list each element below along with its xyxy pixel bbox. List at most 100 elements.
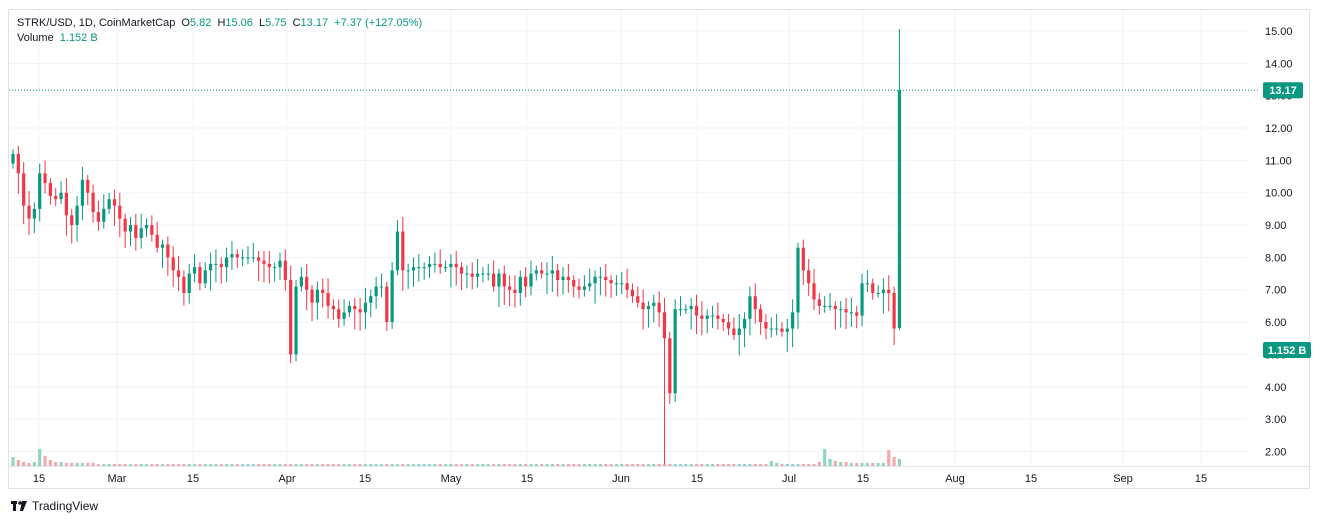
tradingview-footer[interactable]: TradingView: [11, 499, 98, 513]
candle-body: [225, 257, 229, 268]
candle-body: [801, 247, 805, 271]
candle-body: [112, 199, 117, 206]
volume-bar: [75, 462, 79, 466]
volume-bar: [588, 463, 592, 466]
time-tick-label: Sep: [1113, 473, 1133, 485]
change-value: +7.37 (+127.05%): [334, 17, 423, 29]
candle-body: [839, 309, 843, 311]
volume-bar: [620, 463, 624, 466]
volume-bar: [203, 463, 207, 466]
candle-body: [518, 276, 522, 293]
candle-body: [38, 173, 42, 209]
volume-bar: [166, 463, 170, 466]
candle-body: [657, 302, 661, 313]
price-chart-svg[interactable]: 2.003.004.005.006.007.008.009.0010.0011.…: [9, 10, 1311, 490]
candle-body: [171, 257, 175, 271]
candle-body: [273, 267, 277, 269]
time-axis[interactable]: 15 Mar 15 Apr 15 May 15 Jun 15 Jul 15 Aug 15 Sep 15: [9, 466, 1311, 486]
low-value: 5.75: [265, 17, 287, 29]
candle-body: [764, 322, 768, 329]
volume-bar: [246, 463, 250, 466]
candle-body: [748, 296, 752, 319]
candle-body: [203, 270, 207, 284]
candle-body: [390, 270, 394, 323]
candle-body: [475, 273, 480, 277]
candle-body: [401, 231, 405, 271]
volume-bar: [646, 463, 651, 466]
candle-body: [614, 283, 619, 285]
volume-bar: [865, 462, 869, 466]
volume-bar: [283, 463, 287, 466]
volume-bar: [785, 463, 789, 466]
candles: [11, 29, 902, 465]
volume-bar: [721, 463, 725, 466]
candle-body: [321, 289, 325, 293]
price-tick-label: 4.00: [1265, 382, 1286, 394]
volume-bar: [561, 463, 565, 466]
volume-bar: [823, 448, 827, 466]
candle-body: [91, 192, 95, 213]
volume-bar: [636, 463, 640, 466]
candle-body: [513, 289, 517, 293]
volume-bar: [64, 462, 68, 466]
volume-bar: [577, 463, 581, 466]
volume-bar: [134, 463, 138, 466]
volume-bar: [887, 449, 891, 466]
volume-bar: [321, 463, 325, 466]
candle-body: [438, 263, 442, 268]
volume-bar: [278, 463, 282, 466]
volume-legend: Volume 1.152 B: [17, 32, 101, 44]
candle-body: [716, 315, 720, 319]
volume-label[interactable]: Volume: [17, 32, 54, 44]
candle-body: [620, 283, 624, 285]
volume-bar: [262, 463, 266, 466]
price-tick-label: 3.00: [1265, 414, 1286, 426]
volume-bar: [449, 463, 453, 466]
volume-value: 1.152 B: [59, 32, 98, 44]
price-axis[interactable]: 2.003.004.005.006.007.008.009.0010.0011.…: [1263, 26, 1311, 458]
volume-bar: [764, 463, 768, 466]
high-value: 15.06: [225, 17, 253, 29]
volume-bar: [187, 463, 191, 466]
candle-body: [582, 286, 586, 290]
candle-body: [769, 328, 773, 330]
time-tick-label: 15: [33, 473, 45, 485]
candle-body: [331, 305, 335, 310]
candle-body: [144, 225, 149, 229]
last-price-badge: [1263, 82, 1303, 99]
volume-bar: [16, 459, 20, 466]
symbol-label[interactable]: STRK/USD, 1D, CoinMarketCap: [17, 17, 176, 29]
volume-bar: [726, 463, 731, 466]
price-tick-label: 8.00: [1265, 252, 1286, 264]
candle-body: [636, 296, 640, 303]
candle-body: [556, 270, 560, 281]
volume-bar: [86, 462, 90, 466]
volume-bar: [310, 463, 314, 466]
candle-body: [700, 315, 704, 319]
volume-bar: [475, 463, 480, 466]
price-tick-label: 15.00: [1265, 26, 1293, 38]
candle-body: [807, 270, 811, 284]
candle-body: [358, 309, 362, 313]
time-tick-label: May: [441, 473, 462, 485]
volume-bar: [817, 461, 821, 466]
volume-bar: [91, 462, 95, 466]
volume-bar: [502, 463, 506, 466]
volume-bar: [102, 463, 106, 466]
chart-panel[interactable]: 2.003.004.005.006.007.008.009.0010.0011.…: [8, 9, 1311, 490]
candle-body: [598, 276, 602, 278]
candle-body: [625, 283, 629, 290]
candle-body: [299, 276, 303, 287]
volume-bar: [208, 463, 213, 466]
volume-bar: [897, 458, 902, 466]
candle-body: [262, 260, 266, 264]
open-value: 5.82: [189, 17, 212, 29]
candle-body: [780, 328, 784, 332]
candle-body: [689, 305, 693, 310]
candle-body: [385, 286, 389, 323]
price-tick-label: 7.00: [1265, 285, 1286, 297]
candle-body: [283, 260, 287, 281]
candle-body: [64, 192, 68, 216]
candle-body: [395, 231, 400, 271]
volume-bars: [11, 448, 902, 466]
